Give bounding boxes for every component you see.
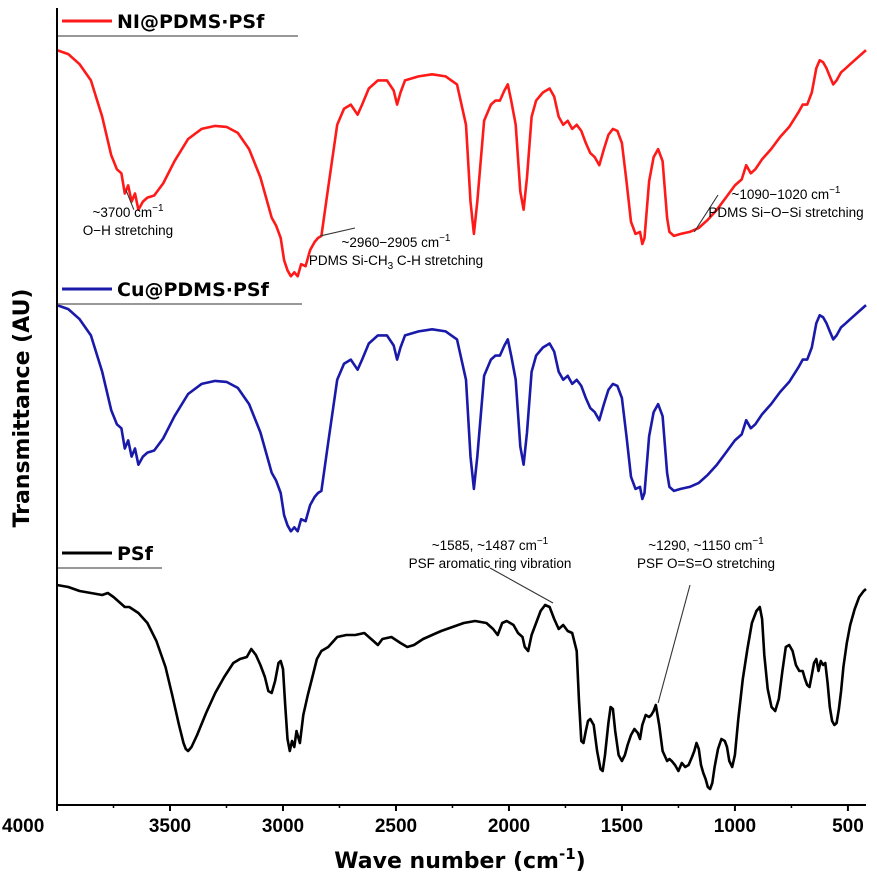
axes: 4000 3500 3000 2500 2000 1500 1000 500 <box>2 8 866 837</box>
series-line-2 <box>56 583 867 791</box>
annotation-line2-0: O−H stretching <box>83 223 173 238</box>
annotation-line2-3: PSF aromatic ring vibration <box>409 556 572 571</box>
legend: NI@PDMS·PSf Cu@PDMS·PSf PSf <box>58 11 302 569</box>
series-line-1 <box>56 303 867 533</box>
annotation-leader-0 <box>125 189 135 210</box>
y-axis-title: Transmittance (AU) <box>10 289 35 528</box>
annotations: ~3700 cm−1 O−H stretching ~2960−2905 cm−1 P… <box>83 185 864 704</box>
series-line-0 <box>56 48 867 278</box>
annotation-line1-3: ~1585, ~1487 cm−1 <box>432 536 549 553</box>
annotation-leader-3 <box>489 567 554 604</box>
annotation-leader-2 <box>693 194 719 233</box>
x-tick-label-3: 2500 <box>375 816 417 837</box>
x-tick-label-1: 3500 <box>149 816 191 837</box>
annotation-leader-4 <box>657 584 691 704</box>
x-tick-label-2: 3000 <box>262 816 304 837</box>
legend-label-1: Cu@PDMS·PSf <box>117 279 270 301</box>
annotation-line2-1: PDMS Si-CH3 C-H stretching <box>309 253 483 272</box>
x-tick-label-4: 2000 <box>488 816 530 837</box>
x-axis-title: Wave number (cm-1) <box>334 845 585 874</box>
x-tick-label-5: 1500 <box>601 816 643 837</box>
legend-label-2: PSf <box>117 543 154 565</box>
annotation-line1-4: ~1290, ~1150 cm−1 <box>648 536 764 553</box>
x-tick-label-7: 500 <box>832 816 864 837</box>
annotation-line2-2: PDMS Si−O−Si stretching <box>708 205 863 220</box>
annotation-line1-0: ~3700 cm−1 <box>92 203 164 220</box>
annotation-leader-1 <box>320 227 356 237</box>
legend-label-0: NI@PDMS·PSf <box>117 11 265 33</box>
annotation-line1-2: ~1090−1020 cm−1 <box>732 185 841 202</box>
annotation-line2-4: PSF O=S=O stretching <box>637 556 775 571</box>
x-tick-label-6: 1000 <box>714 816 756 837</box>
x-tick-label-0: 4000 <box>2 816 44 837</box>
annotation-line1-1: ~2960−2905 cm−1 <box>342 233 451 250</box>
traces <box>56 48 867 791</box>
